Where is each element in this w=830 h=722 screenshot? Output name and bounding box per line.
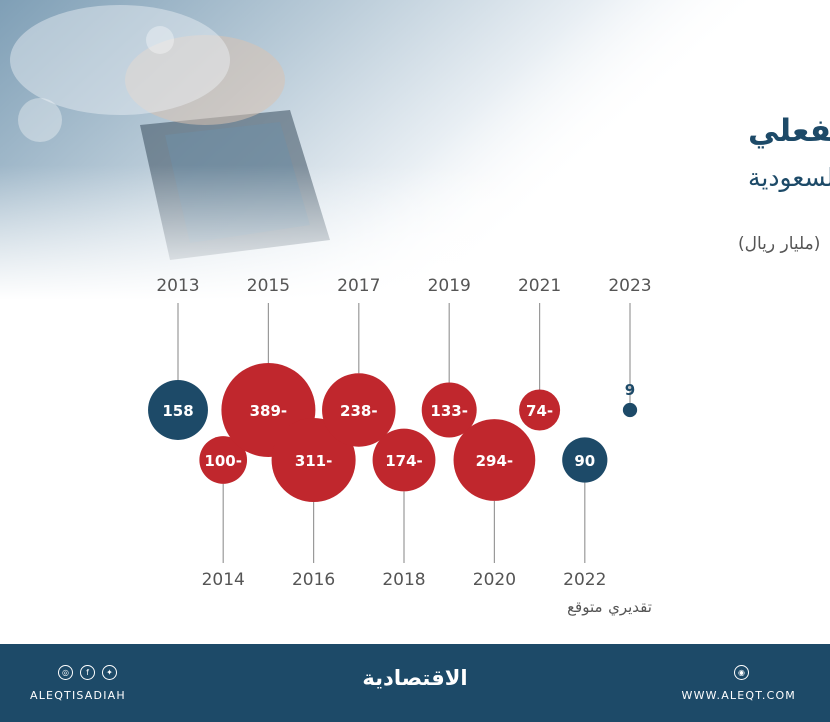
bubble-2018 [372,428,436,492]
value-label-2018: 174- [385,452,423,470]
year-label-2021: 2021 [518,276,561,296]
brand-logo: الاقتصادية [362,666,468,690]
hero-photo [0,0,830,300]
instagram-icon[interactable]: ◎ [58,665,73,680]
value-label-2017: 238- [340,402,378,420]
year-label-2023: 2023 [608,276,651,296]
note-label-2022: متوقع [567,598,602,616]
year-label-2020: 2020 [473,570,516,590]
value-label-2019: 133- [430,402,468,420]
website-link[interactable]: WWW.ALEQT.COM [681,689,796,702]
globe-icon[interactable]: ◉ [734,665,749,680]
value-label-2023: 9 [625,381,635,399]
bubble-chart: العجز/ الفائض الفعلي للميزانية السعودية … [148,113,830,617]
note-label-2023: تقديري [608,598,652,617]
year-label-2016: 2016 [292,570,335,590]
bubble-2019 [421,382,477,438]
year-label-2017: 2017 [337,276,380,296]
year-label-2014: 2014 [202,570,245,590]
footer-bar: ◎ f ✦ ALEQTISADIAH الاقتصادية ◉ WWW.ALEQ… [0,644,830,722]
chart-unit: (مليار ريال) [738,234,820,254]
chart-marks: 158 2013 100- 2014 389- 2015 311- 2016 238- 2017 1… [148,276,652,617]
facebook-icon[interactable]: f [80,665,95,680]
bubble-2021 [519,389,561,431]
value-label-2020: 294- [476,452,514,470]
value-label-2022: 90 [574,452,595,470]
chart-subtitle: للميزانية السعودية [748,163,830,192]
value-label-2021: 74- [526,402,553,420]
bubble-2022 [562,437,608,483]
social-handle[interactable]: ALEQTISADIAH [30,689,126,702]
bubble-2017 [322,373,396,447]
value-label-2013: 158 [162,402,193,420]
value-label-2015: 389- [250,402,288,420]
bubble-2013 [148,380,208,440]
year-label-2015: 2015 [247,276,290,296]
year-label-2018: 2018 [382,570,425,590]
year-label-2013: 2013 [156,276,199,296]
value-label-2014: 100- [204,452,242,470]
year-label-2022: 2022 [563,570,606,590]
bubble-2023 [622,402,638,418]
year-label-2019: 2019 [428,276,471,296]
value-label-2016: 311- [295,452,333,470]
bubble-2016 [271,417,356,503]
twitter-icon[interactable]: ✦ [102,665,117,680]
bubble-2014 [199,436,248,484]
chart-title: العجز/ الفائض الفعلي [748,113,830,149]
bubble-2020 [453,419,536,501]
